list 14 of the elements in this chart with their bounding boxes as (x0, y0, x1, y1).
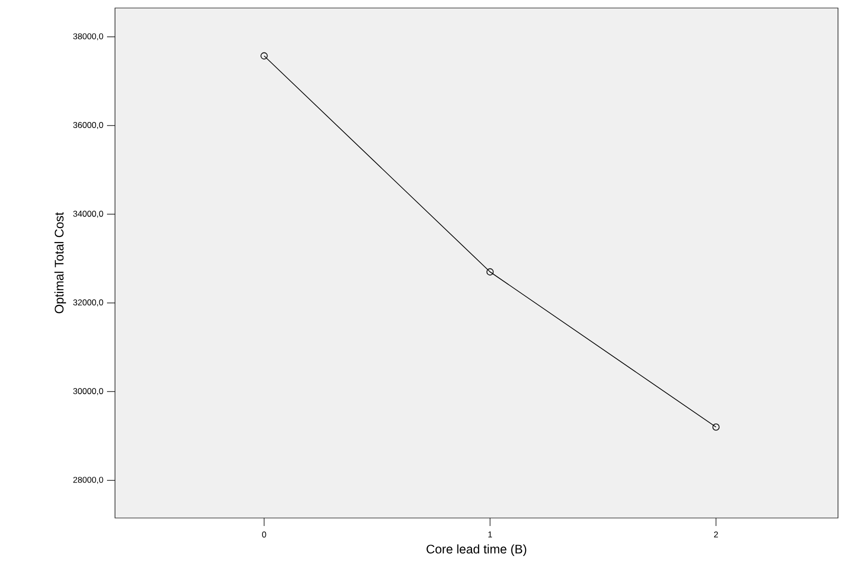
y-tick-label: 32000,0 (73, 299, 104, 306)
point (712, 424, 720, 431)
x-tick-label: 0 (262, 532, 266, 538)
x-tick-label: 2 (714, 532, 718, 538)
y-tick-label: 34000,0 (73, 210, 104, 218)
point (486, 268, 494, 276)
y-tick-label: 28000,0 (73, 476, 104, 484)
y-tick-label: 30000,0 (73, 388, 104, 396)
y-axis-title: Optimal Total Cost (54, 212, 66, 314)
y-tick-label: 38000,0 (73, 33, 104, 40)
x-tick-label: 1 (488, 532, 492, 538)
y-tick-label: 36000,0 (73, 122, 104, 130)
point (260, 52, 268, 60)
x-axis-title: Core lead time (B) (426, 544, 526, 556)
